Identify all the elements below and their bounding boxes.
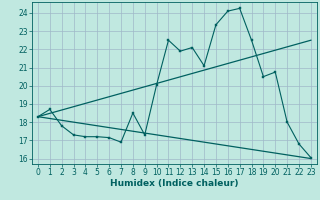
X-axis label: Humidex (Indice chaleur): Humidex (Indice chaleur) (110, 179, 239, 188)
